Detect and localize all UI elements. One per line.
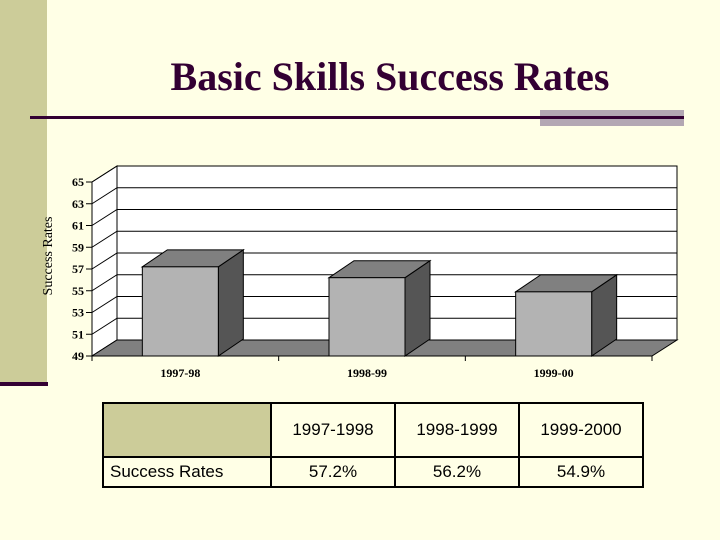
table-header-cell: 1999-2000 xyxy=(518,402,644,458)
data-table: 1997-1998 1998-1999 1999-2000 Success Ra… xyxy=(102,402,644,488)
gridline xyxy=(91,165,677,183)
y-tick-label: 53 xyxy=(72,306,84,320)
gridline xyxy=(91,209,677,226)
table-cell: 57.2% xyxy=(270,456,396,488)
bar-side xyxy=(217,248,244,357)
left-accent-band xyxy=(0,0,47,384)
table-cell: 56.2% xyxy=(394,456,520,488)
title-rule xyxy=(30,116,684,119)
gridline xyxy=(91,317,677,335)
gridline xyxy=(91,252,677,270)
table-corner-cell xyxy=(102,402,272,458)
table-header-row: 1997-1998 1998-1999 1999-2000 xyxy=(102,402,644,458)
y-tick-label: 51 xyxy=(72,327,84,341)
x-tick-label: 1997-98 xyxy=(160,366,200,380)
table-header-cell: 1998-1999 xyxy=(394,402,520,458)
y-tick-label: 59 xyxy=(72,240,84,254)
x-tick-label: 1999-00 xyxy=(534,366,574,380)
y-tick-label: 57 xyxy=(72,262,84,276)
bar xyxy=(515,291,593,357)
gridline xyxy=(91,230,677,248)
y-tick-label: 61 xyxy=(72,219,84,233)
y-tick-label: 55 xyxy=(72,284,84,298)
slide-title: Basic Skills Success Rates xyxy=(170,54,610,99)
y-tick-label: 49 xyxy=(72,349,84,363)
gridline xyxy=(91,274,677,292)
left-accent-underline xyxy=(0,382,48,386)
table-header-cell: 1997-1998 xyxy=(270,402,396,458)
x-tick-label: 1998-99 xyxy=(347,366,387,380)
gridline xyxy=(91,296,677,313)
bar xyxy=(328,277,406,357)
table-row-label: Success Rates xyxy=(102,456,272,488)
table-row: Success Rates 57.2% 56.2% 54.9% xyxy=(102,456,644,488)
y-tick-label: 65 xyxy=(72,175,84,189)
y-axis-label: Success Rates xyxy=(41,217,56,296)
bar xyxy=(141,266,219,357)
y-tick-label: 63 xyxy=(72,197,84,211)
table-cell: 54.9% xyxy=(518,456,644,488)
gridline xyxy=(91,187,677,205)
